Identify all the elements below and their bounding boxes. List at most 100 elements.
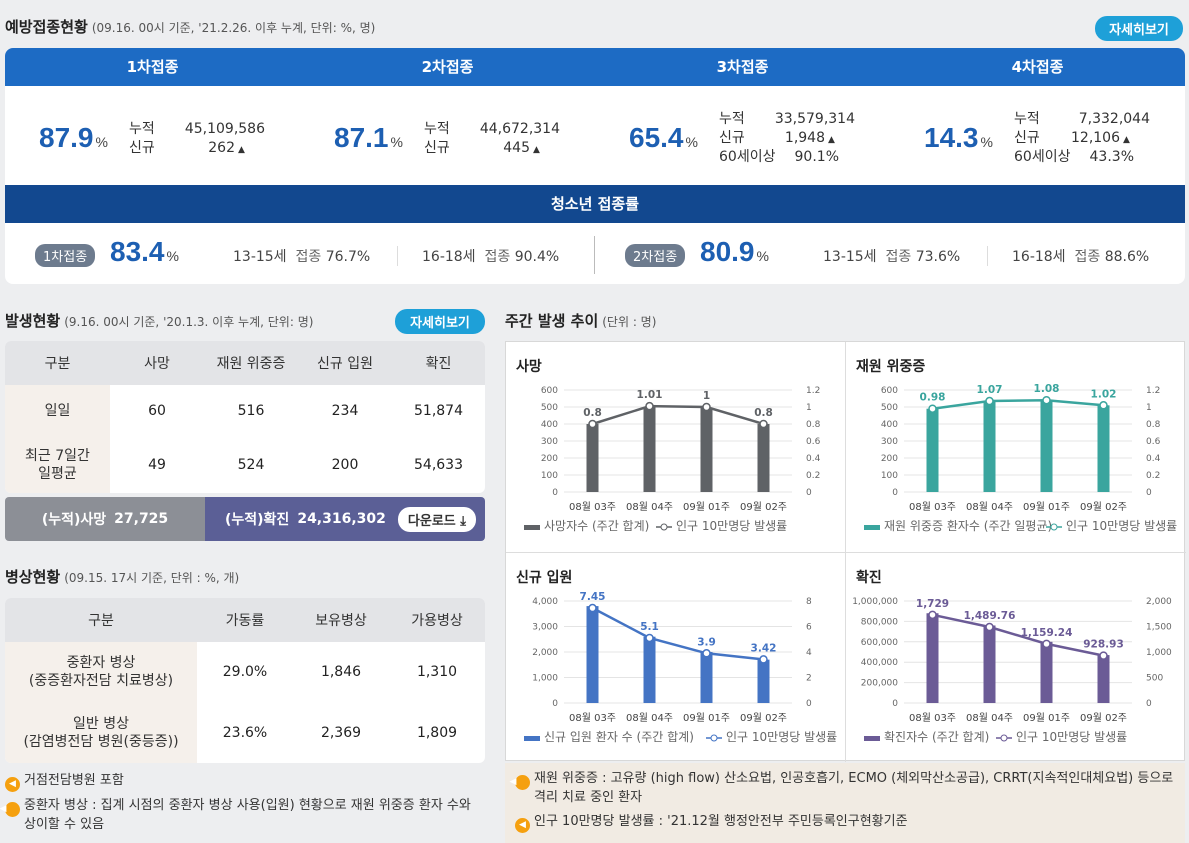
y-tick-label: 0 <box>892 699 898 709</box>
dose-1-header: 1차접종 <box>126 58 179 76</box>
table-row: 일일 60 516 234 51,874 <box>5 385 485 437</box>
y2-tick-label: 0 <box>806 488 812 498</box>
x-tick-label: 09월 02주 <box>1080 501 1127 513</box>
dose-2-new: 신규 445 ▲ <box>424 140 540 156</box>
row-label: 최근 7일간 일평균 <box>5 437 110 493</box>
y-tick-label: 500 <box>881 403 898 413</box>
y2-tick-label: 1.2 <box>806 386 820 396</box>
col-category: 구분 <box>5 598 197 642</box>
y-tick-label: 600 <box>541 386 558 396</box>
x-tick-label: 09월 01주 <box>683 501 730 513</box>
y2-tick-label: 6 <box>806 623 812 633</box>
data-label: 0.8 <box>583 407 602 419</box>
legend-label: 재원 위중증 환자수 (주간 일평균) <box>884 519 1052 533</box>
y2-tick-label: 2 <box>806 674 812 684</box>
data-point <box>645 401 654 411</box>
bar <box>1040 400 1053 492</box>
bar <box>1097 405 1110 492</box>
col-death: 사망 <box>110 341 204 385</box>
chart-title: 신규 입원 <box>516 570 573 586</box>
bar <box>1040 641 1053 703</box>
x-tick-label: 09월 02주 <box>1080 712 1127 724</box>
x-tick-label: 08월 04주 <box>626 501 673 513</box>
bar <box>983 625 996 703</box>
data-point <box>1042 639 1051 649</box>
y2-tick-label: 0.6 <box>806 437 821 447</box>
bar <box>643 636 656 703</box>
row-label: 중환자 병상 (중증환자전담 치료병상) <box>5 642 197 702</box>
dose-2-cumulative: 누적 44,672,314 <box>424 121 560 137</box>
y2-tick-label: 0 <box>806 699 812 709</box>
y-tick-label: 0 <box>892 488 898 498</box>
download-icon: ⤓ <box>460 513 467 529</box>
chart-title: 확진 <box>856 570 882 586</box>
y-tick-label: 4,000 <box>532 597 558 607</box>
y2-tick-label: 0.4 <box>806 454 821 464</box>
download-button[interactable]: 다운로드 ⤓ <box>397 506 477 532</box>
data-label: 0.8 <box>754 407 773 419</box>
dose-2-stats: 87.1% 누적 44,672,314 신규 445 ▲ <box>300 104 595 174</box>
chart-death: 0 100 200 300 400 500 600 0 0.2 0.4 0.6 0.8 1 1.2 08월 … <box>506 342 845 552</box>
occurrence-table: 구분 사망 재원 위중증 신규 입원 확진 일일 60 516 234 51,8… <box>5 341 485 493</box>
chart-svg: 0 1,000 2,000 3,000 4,000 0 2 4 6 8 08월 03주 08월 04주… <box>524 591 837 744</box>
vaccination-detail-button[interactable]: 자세히보기 <box>1095 16 1183 41</box>
x-tick-label: 08월 04주 <box>626 712 673 724</box>
col-owned-beds: 보유병상 <box>293 598 389 642</box>
y-tick-label: 1,000 <box>532 674 558 684</box>
note-item: ◀ 재원 위중증 : 고유량 (high flow) 산소요법, 인공호흡기, E… <box>509 771 1174 805</box>
data-label: 3.9 <box>697 636 716 648</box>
data-label: 1 <box>703 390 710 402</box>
legend-label: 인구 10만명당 발생률 <box>676 519 787 533</box>
beds-title: 병상현황 (09.15. 17시 기준, 단위 : %, 개) <box>5 568 240 586</box>
data-label: 1.02 <box>1091 388 1117 400</box>
teen-section-divider <box>594 236 595 274</box>
y2-tick-label: 8 <box>806 597 812 607</box>
legend-swatch-point <box>710 734 718 742</box>
bar <box>1097 655 1110 703</box>
data-label: 1,489.76 <box>964 610 1016 622</box>
data-point <box>759 419 768 429</box>
legend-label: 인구 10만명당 발생률 <box>1016 730 1127 744</box>
y2-tick-label: 0 <box>1146 699 1152 709</box>
row-label: 일일 <box>5 385 110 437</box>
data-point <box>1099 651 1108 660</box>
y-tick-label: 200,000 <box>861 679 898 689</box>
y-tick-label: 500 <box>541 403 558 413</box>
dose-4-percent: 14.3% <box>924 122 993 153</box>
y-tick-label: 200 <box>541 454 558 464</box>
data-label: 1.07 <box>977 384 1003 396</box>
occurrence-detail-button[interactable]: 자세히보기 <box>395 309 485 334</box>
teen-divider-2 <box>987 246 988 266</box>
teen-divider <box>397 246 398 266</box>
data-label: 5.1 <box>640 621 659 633</box>
dose-3-percent: 65.4% <box>629 122 698 153</box>
col-confirmed: 확진 <box>392 341 485 385</box>
cumulative-bar: (누적)사망 27,725 (누적)확진 24,316,302 다운로드 ⤓ <box>5 497 485 541</box>
dose-4-header: 4차접종 <box>1011 58 1064 76</box>
y2-tick-label: 0 <box>1146 488 1152 498</box>
dose-3-over60: 60세이상 90.1% <box>719 149 839 165</box>
dose-1-percent: 87.9% <box>39 122 108 153</box>
col-available-beds: 가용병상 <box>389 598 485 642</box>
x-tick-label: 08월 04주 <box>966 501 1013 513</box>
data-point <box>645 633 654 643</box>
cell: 234 <box>331 403 359 419</box>
data-point <box>702 649 711 658</box>
cell: 200 <box>331 457 359 473</box>
occurrence-title: 발생현황 (9.16. 00시 기준, '20.1.3. 이후 누계, 단위: 명… <box>5 312 314 330</box>
teen-first-badge: 1차접종 <box>35 244 96 267</box>
teen-first-16-18: 16-18세 접종 90.4% <box>422 249 560 265</box>
x-tick-label: 08월 03주 <box>569 501 616 513</box>
teen-rate-header: 청소년 접종률 <box>5 185 1185 223</box>
legend-swatch-bar <box>864 525 880 530</box>
speaker-icon: ◀ <box>510 775 530 790</box>
legend-swatch-bar <box>524 736 540 741</box>
speaker-icon: ◀ <box>5 777 20 792</box>
note-item: ◀ 인구 10만명당 발생률 : '21.12월 행정안전부 주민등록인구현황기준 <box>515 814 1175 833</box>
cell: 23.6% <box>222 724 268 741</box>
y2-tick-label: 2,000 <box>1146 597 1172 607</box>
legend-swatch-point <box>1000 734 1008 742</box>
y2-tick-label: 1.2 <box>1146 386 1160 396</box>
y-tick-label: 600 <box>881 386 898 396</box>
data-point <box>985 396 994 406</box>
